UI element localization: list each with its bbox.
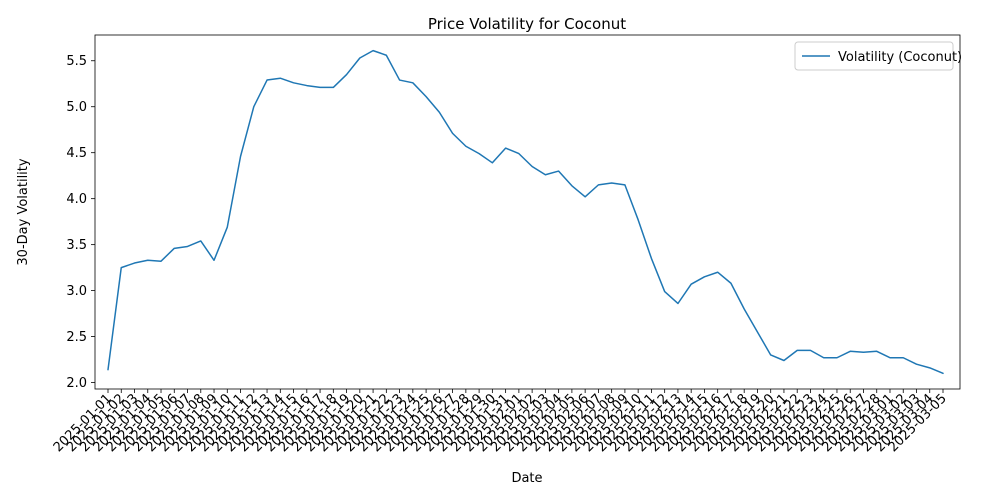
y-tick-label: 2.0 [66, 376, 87, 391]
plot-area [95, 35, 960, 389]
y-tick-label: 5.0 [66, 100, 87, 115]
legend-label: Volatility (Coconut) [838, 50, 962, 65]
chart-title: Price Volatility for Coconut [428, 15, 626, 33]
y-axis-label: 30-Day Volatility [16, 158, 31, 265]
legend: Volatility (Coconut) [794, 41, 962, 71]
x-axis: 2025-01-012025-01-022025-01-032025-01-04… [51, 389, 950, 455]
legend-box [794, 41, 954, 71]
y-tick-label: 2.5 [66, 330, 87, 345]
series-line-coconut [107, 49, 944, 375]
y-tick-label: 3.5 [66, 238, 87, 253]
y-tick-label: 4.0 [66, 192, 87, 207]
y-tick-label: 5.5 [66, 54, 87, 69]
y-axis: 2.0 2.5 3.0 3.5 4.0 4.5 5.0 5.5 [66, 54, 95, 391]
plot-frame [94, 34, 961, 390]
y-tick-label: 4.5 [66, 146, 87, 161]
x-axis-label: Date [511, 471, 542, 486]
y-tick-label: 3.0 [66, 284, 87, 299]
